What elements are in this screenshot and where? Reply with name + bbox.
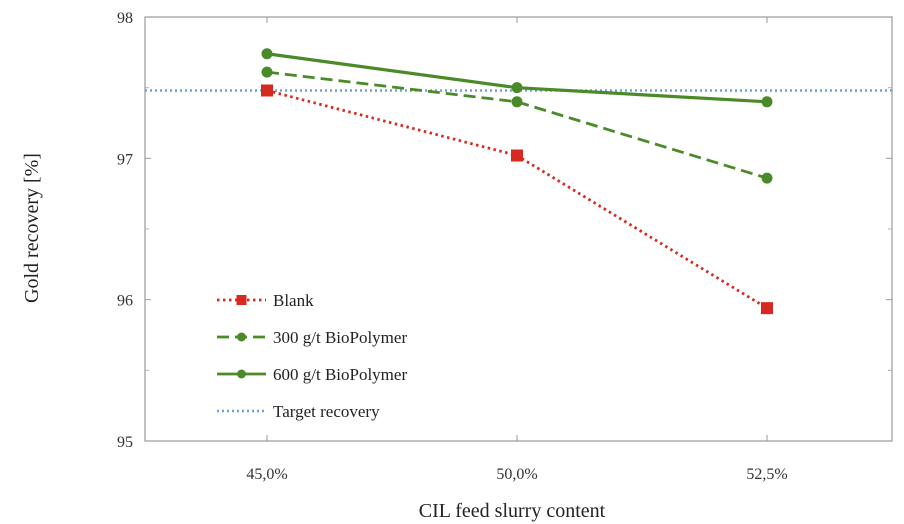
legend-label-3: Target recovery [273, 402, 380, 421]
data-point-1-1 [511, 96, 523, 108]
legend: Blank 300 g/t BioPolymer 600 g/t BioPolyme… [217, 291, 407, 421]
x-axis-title: CIL feed slurry content [419, 500, 606, 522]
series-markers [261, 48, 773, 315]
y-tick-label: 97 [117, 151, 133, 168]
data-point-0-0 [261, 84, 273, 97]
legend-label-2: 600 g/t BioPolymer [273, 365, 407, 384]
y-axis-title: Gold recovery [%] [21, 153, 43, 303]
y-axis-ticks: 95 96 97 98 [117, 10, 892, 451]
data-point-0-1 [511, 149, 523, 162]
data-point-1-2 [761, 172, 773, 184]
x-tick-label: 50,0% [496, 466, 537, 483]
data-point-2-2 [761, 96, 773, 108]
legend-marker-2 [237, 369, 246, 379]
y-tick-label: 96 [117, 293, 133, 310]
plot-border [144, 16, 893, 442]
data-point-2-1 [511, 82, 523, 94]
data-point-2-0 [261, 48, 273, 60]
y-tick-label: 95 [117, 434, 133, 451]
series-line-0 [266, 89, 768, 310]
x-tick-label: 45,0% [246, 466, 287, 483]
data-point-0-2 [761, 302, 773, 315]
data-point-1-0 [261, 66, 273, 78]
legend-label-1: 300 g/t BioPolymer [273, 328, 407, 347]
plot-area [144, 16, 893, 442]
legend-marker-1 [237, 332, 246, 342]
x-axis-ticks: 45,0% 50,0% 52,5% [246, 17, 788, 483]
series-line-1 [266, 70, 768, 180]
legend-marker-0 [236, 295, 247, 305]
y-tick-label: 98 [117, 10, 133, 27]
series-line-2 [266, 52, 768, 104]
legend-label-0: Blank [273, 291, 314, 310]
x-tick-label: 52,5% [746, 466, 787, 483]
